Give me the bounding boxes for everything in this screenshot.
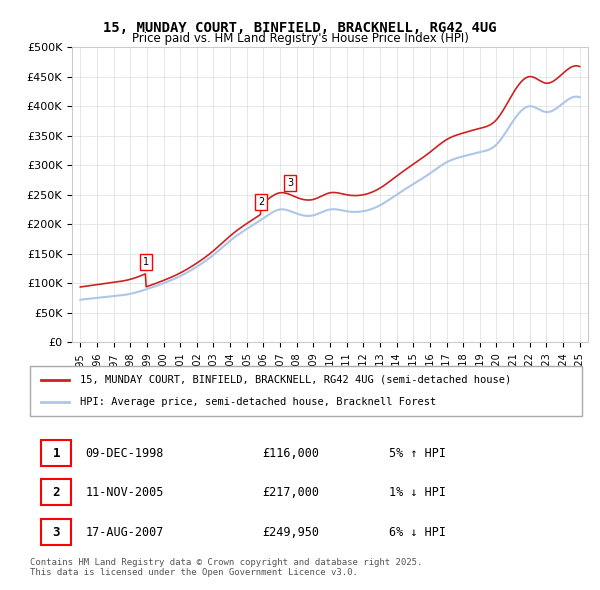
- Text: 15, MUNDAY COURT, BINFIELD, BRACKNELL, RG42 4UG (semi-detached house): 15, MUNDAY COURT, BINFIELD, BRACKNELL, R…: [80, 375, 511, 385]
- FancyBboxPatch shape: [41, 519, 71, 545]
- FancyBboxPatch shape: [41, 479, 71, 505]
- Text: 1: 1: [143, 257, 149, 267]
- Text: 2: 2: [53, 486, 60, 499]
- Text: Price paid vs. HM Land Registry's House Price Index (HPI): Price paid vs. HM Land Registry's House …: [131, 32, 469, 45]
- Text: 15, MUNDAY COURT, BINFIELD, BRACKNELL, RG42 4UG: 15, MUNDAY COURT, BINFIELD, BRACKNELL, R…: [103, 21, 497, 35]
- FancyBboxPatch shape: [30, 366, 582, 416]
- Text: £217,000: £217,000: [262, 486, 319, 499]
- Text: Contains HM Land Registry data © Crown copyright and database right 2025.
This d: Contains HM Land Registry data © Crown c…: [30, 558, 422, 577]
- Text: £116,000: £116,000: [262, 447, 319, 460]
- Text: 2: 2: [258, 198, 264, 207]
- FancyBboxPatch shape: [41, 440, 71, 466]
- Text: 11-NOV-2005: 11-NOV-2005: [85, 486, 164, 499]
- Text: 3: 3: [287, 178, 293, 188]
- Text: HPI: Average price, semi-detached house, Bracknell Forest: HPI: Average price, semi-detached house,…: [80, 397, 436, 407]
- Text: £249,950: £249,950: [262, 526, 319, 539]
- Text: 6% ↓ HPI: 6% ↓ HPI: [389, 526, 446, 539]
- Text: 17-AUG-2007: 17-AUG-2007: [85, 526, 164, 539]
- Text: 5% ↑ HPI: 5% ↑ HPI: [389, 447, 446, 460]
- Text: 1% ↓ HPI: 1% ↓ HPI: [389, 486, 446, 499]
- Text: 09-DEC-1998: 09-DEC-1998: [85, 447, 164, 460]
- Text: 3: 3: [53, 526, 60, 539]
- Text: 1: 1: [53, 447, 60, 460]
